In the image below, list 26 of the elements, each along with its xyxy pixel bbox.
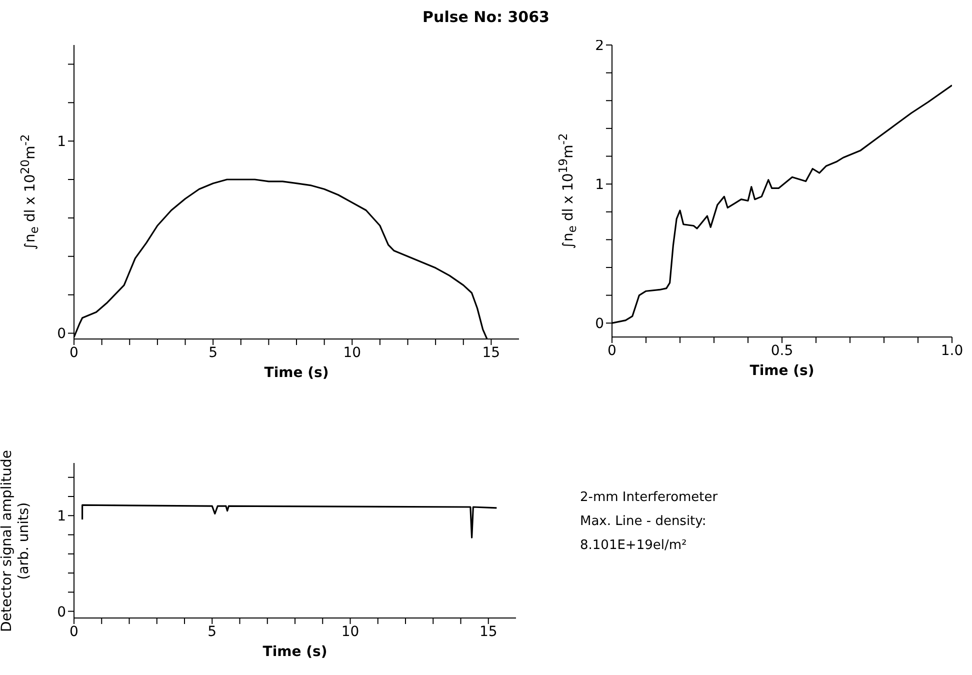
x-tick-label: 10 — [343, 344, 362, 361]
chart-title: Pulse No: 3063 — [422, 8, 550, 26]
x-tick-label: 15 — [479, 624, 498, 640]
text: 2-mm Interferometer — [580, 489, 718, 507]
x-tick-label: 10 — [341, 624, 360, 640]
y-tick-label: 1 — [57, 508, 66, 525]
x-tick-label: 1.0 — [940, 342, 964, 359]
x-tick-label: 0.5 — [770, 342, 794, 359]
x-tick-label: 0 — [608, 342, 616, 359]
line-series — [81, 504, 498, 538]
x-tick-label: 0 — [70, 624, 78, 640]
y-tick-label: 0 — [57, 604, 66, 620]
text: 8.101E+19el/m² — [580, 537, 688, 555]
x-tick-label: 5 — [208, 624, 217, 640]
x-tick-label: 5 — [208, 344, 218, 361]
y-tick-label: 1 — [57, 134, 66, 150]
y-tick-label: 0 — [57, 326, 66, 342]
x-tick-label: 0 — [70, 344, 78, 361]
text: Max. Line - density: — [580, 513, 708, 531]
y-tick-label: 0 — [595, 316, 604, 332]
y-axis-title: Detector signal amplitude (arb. units) — [0, 449, 33, 632]
x-axis-title: Time (s) — [263, 365, 330, 381]
x-axis-title: Time (s) — [748, 363, 816, 379]
x-tick-label: 15 — [482, 344, 500, 361]
x-axis-title: Time (s) — [262, 644, 328, 660]
y-tick-label: 1 — [595, 177, 604, 194]
